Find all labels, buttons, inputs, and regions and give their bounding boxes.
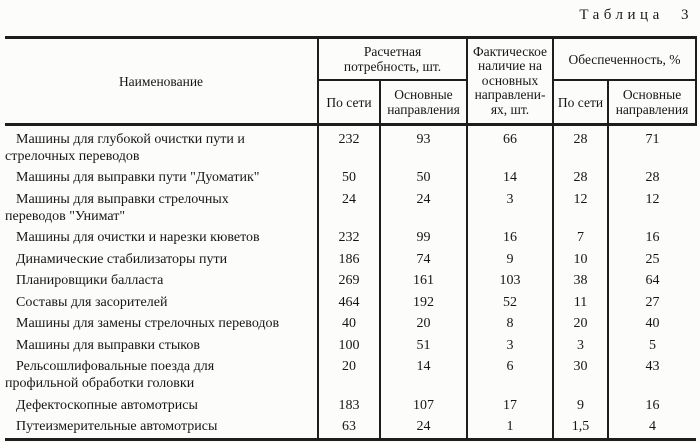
table-row: Машины для очистки и нарезки кюветов 232… (5, 224, 696, 246)
cell-need-main: 51 (380, 332, 468, 354)
cell-name: Рельсошлифовальные поезда для профильной… (5, 353, 319, 392)
cell-prov-main: 43 (645, 359, 660, 374)
subheader-prov-by-network: По сети (553, 80, 609, 125)
table-header: Наименование Расчетная потребность, шт. … (5, 37, 698, 125)
cell-need-main: 20 (380, 310, 468, 332)
cell-name: Планировщики балласта (5, 267, 319, 289)
cell-name: Машины для очистки и нарезки кюветов (5, 224, 319, 246)
cell-name: Машины для глубокой очистки пути и стрел… (5, 124, 319, 165)
cell-need-net: 232 (318, 224, 381, 246)
cell-prov-main: 71 (645, 131, 660, 147)
cell-actual: 52 (467, 289, 554, 311)
cell-name: Дефектоскопные автомотрисы (5, 392, 319, 414)
cell-actual: 14 (467, 164, 554, 186)
cell-actual: 16 (467, 224, 554, 246)
cell-name: Динамические стабилизаторы пути (5, 246, 319, 268)
cell-need-main: 107 (380, 392, 468, 414)
cell-need-main: 24 (380, 186, 468, 225)
table-row: Машины для выправки стрелочных переводов… (5, 186, 696, 225)
cell-need-net: 232 (318, 124, 381, 165)
cell-need-main: 50 (380, 164, 468, 186)
cell-name: Машины для замены стрелочных переводов (5, 310, 319, 332)
col-header-calc-need: Расчетная потребность, шт. (318, 37, 468, 81)
cell-need-main: 99 (380, 224, 468, 246)
col-header-actual: Фактическое наличие на основных направле… (467, 37, 554, 125)
table-row: Машины для замены стрелочных переводов 4… (5, 310, 696, 332)
subheader-prov-main-directions: Основные направления (608, 80, 698, 125)
cell-prov-net: 30 (553, 353, 609, 392)
cell-prov-net: 28 (553, 164, 609, 186)
cell-need-net: 269 (318, 267, 381, 289)
cell-actual: 9 (467, 246, 554, 268)
cell-actual: 3 (467, 186, 554, 225)
subheader-need-main-directions: Основные направления (380, 80, 468, 125)
cell-name: Машины для выправки пути "Дуоматик" (5, 164, 319, 186)
table-row: Планировщики балласта 269 161 103 38 64 (5, 267, 696, 289)
cell-need-main: 161 (380, 267, 468, 289)
cell-prov-main: 28 (645, 170, 660, 185)
cell-actual: 3 (467, 332, 554, 354)
table-row: Машины для глубокой очистки пути и стрел… (5, 124, 696, 165)
subheader-need-by-network: По сети (318, 80, 381, 125)
col-header-provision: Обеспеченность, % (553, 37, 698, 81)
cell-prov-net: 28 (553, 124, 609, 165)
cell-need-net: 63 (318, 413, 381, 440)
cell-prov-main: 16 (645, 397, 660, 413)
cell-need-net: 50 (318, 164, 381, 186)
table-row: Путеизмерительные автомотрисы 63 24 1 1,… (5, 413, 696, 440)
cell-prov-net: 38 (553, 267, 609, 289)
cell-actual: 103 (467, 267, 554, 289)
cell-prov-net: 3 (553, 332, 609, 354)
cell-need-main: 74 (380, 246, 468, 268)
cell-need-net: 24 (318, 186, 381, 225)
cell-prov-net: 9 (553, 392, 609, 414)
table-row: Дефектоскопные автомотрисы 183 107 17 9 … (5, 392, 696, 414)
cell-need-net: 100 (318, 332, 381, 354)
cell-actual: 1 (467, 413, 554, 440)
table-row: Машины для выправки пути "Дуоматик" 50 5… (5, 164, 696, 186)
cell-prov-net: 7 (553, 224, 609, 246)
cell-prov-main: 5 (649, 337, 656, 353)
table-row: Динамические стабилизаторы пути 186 74 9… (5, 246, 696, 268)
cell-prov-main: 25 (645, 251, 660, 267)
cell-prov-main: 16 (645, 230, 660, 245)
cell-need-main: 192 (380, 289, 468, 311)
table-caption: Таблица 3 (579, 7, 693, 23)
cell-prov-main: 27 (645, 294, 660, 310)
table-row: Машины для выправки стыков 100 51 3 3 5 (5, 332, 696, 354)
cell-prov-net: 20 (553, 310, 609, 332)
cell-prov-main: 4 (649, 419, 656, 434)
data-table: Наименование Расчетная потребность, шт. … (5, 36, 698, 441)
table-body: Машины для глубокой очистки пути и стрел… (5, 124, 696, 440)
cell-actual: 17 (467, 392, 554, 414)
table-row: Составы для засорителей 464 192 52 11 27 (5, 289, 696, 311)
cell-need-main: 93 (380, 124, 468, 165)
col-header-name: Наименование (5, 37, 319, 125)
cell-actual: 8 (467, 310, 554, 332)
cell-prov-main: 40 (645, 316, 660, 331)
cell-name: Машины для выправки стыков (5, 332, 319, 354)
cell-need-net: 183 (318, 392, 381, 414)
cell-need-main: 14 (380, 353, 468, 392)
cell-prov-main: 12 (645, 191, 660, 207)
cell-prov-net: 1,5 (553, 413, 609, 440)
cell-need-net: 186 (318, 246, 381, 268)
cell-need-net: 464 (318, 289, 381, 311)
cell-name: Составы для засорителей (5, 289, 319, 311)
cell-prov-net: 12 (553, 186, 609, 225)
cell-name: Путеизмерительные автомотрисы (5, 413, 319, 440)
cell-prov-net: 11 (553, 289, 609, 311)
cell-need-net: 20 (318, 353, 381, 392)
cell-need-net: 40 (318, 310, 381, 332)
cell-actual: 6 (467, 353, 554, 392)
cell-prov-net: 10 (553, 246, 609, 268)
cell-prov-main: 64 (645, 273, 660, 288)
cell-name: Машины для выправки стрелочных переводов… (5, 186, 319, 225)
cell-actual: 66 (467, 124, 554, 165)
cell-need-main: 24 (380, 413, 468, 440)
table-row: Рельсошлифовальные поезда для профильной… (5, 353, 696, 392)
